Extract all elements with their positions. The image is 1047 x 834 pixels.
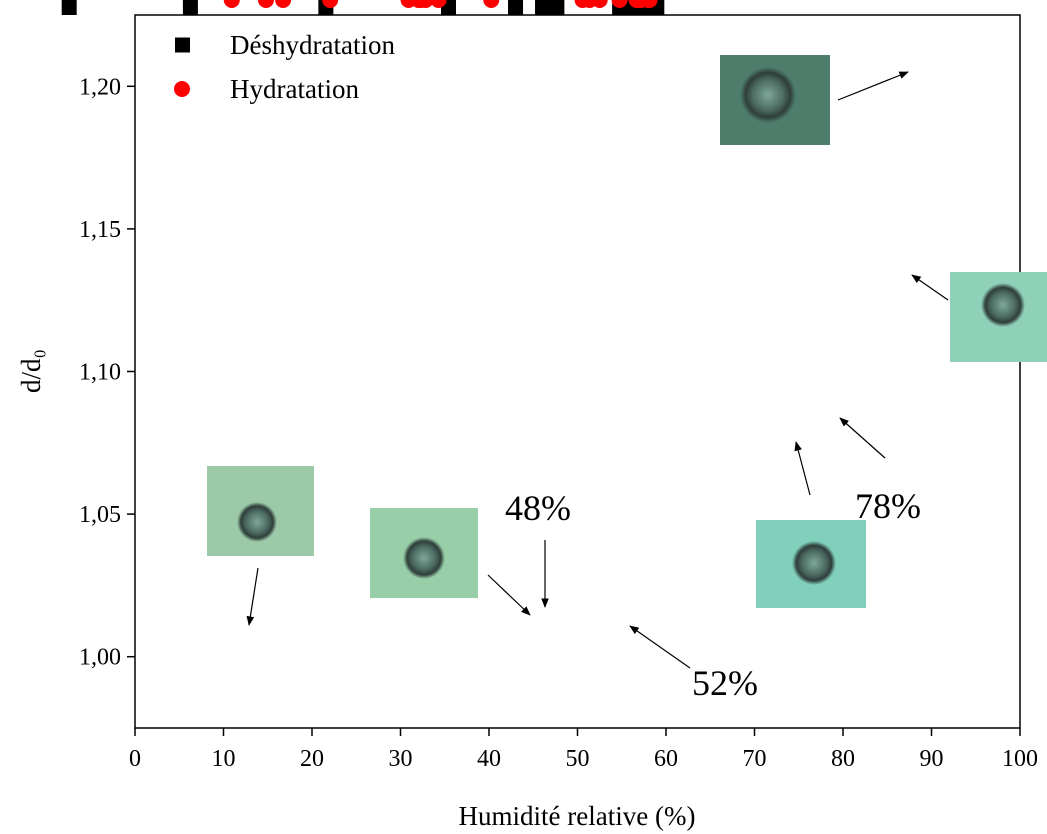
point (182, 0, 198, 15)
arrow (794, 441, 811, 496)
arrow (246, 567, 259, 626)
point (540, 0, 556, 15)
point (483, 0, 500, 8)
droplet (792, 541, 836, 585)
x-tick-label: 80 (831, 746, 855, 772)
point (257, 0, 274, 8)
droplet (740, 67, 796, 123)
arrows (246, 71, 949, 669)
arrow (837, 71, 909, 101)
arrow (911, 274, 949, 301)
point (631, 0, 648, 8)
x-tick-label: 20 (300, 746, 324, 772)
droplet (981, 283, 1025, 327)
x-tick-label: 0 (129, 746, 141, 772)
x-tick-label: 30 (389, 746, 413, 772)
legend-label: Hydratation (230, 74, 359, 104)
y-tick-label: 1,00 (79, 645, 121, 671)
point (430, 0, 447, 8)
x-tick-label: 100 (1002, 746, 1038, 772)
thumbnails (207, 55, 1047, 608)
y-tick-label: 1,05 (79, 502, 121, 528)
x-tick-label: 10 (212, 746, 236, 772)
point (322, 0, 339, 8)
x-axis-label: Humidité relative (%) (459, 801, 696, 831)
point (275, 0, 292, 8)
arrow (487, 574, 531, 616)
arrow (839, 417, 886, 459)
legend-marker (175, 37, 190, 53)
annotation: 78% (855, 486, 921, 526)
y-axis-label: d/d₀ (16, 349, 46, 393)
droplet (403, 537, 445, 579)
legend-marker (174, 81, 190, 97)
droplet (237, 502, 277, 542)
point (508, 0, 524, 15)
point (574, 0, 591, 8)
x-tick-label: 50 (566, 746, 590, 772)
point (591, 0, 608, 8)
x-tick-label: 70 (743, 746, 767, 772)
point (61, 0, 77, 15)
x-tick-label: 60 (654, 746, 678, 772)
legend-label: Déshydratation (230, 30, 395, 60)
annotation: 48% (505, 488, 571, 528)
y-tick-label: 1,20 (79, 74, 121, 100)
point (611, 0, 628, 8)
arrow (629, 625, 691, 669)
annotation: 52% (692, 663, 758, 703)
x-tick-label: 40 (477, 746, 501, 772)
x-tick-label: 90 (920, 746, 944, 772)
y-tick-label: 1,15 (79, 217, 121, 243)
plot-frame (134, 14, 1021, 729)
point (400, 0, 417, 8)
point (223, 0, 240, 8)
y-tick-label: 1,10 (79, 360, 121, 386)
